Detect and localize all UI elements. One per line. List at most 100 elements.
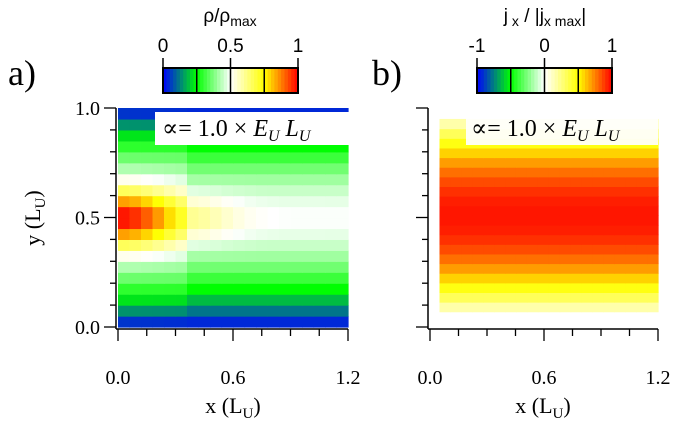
heatmap-b-cell	[450, 234, 462, 245]
heatmap-a-cell	[175, 184, 188, 197]
heatmap-b-cell	[636, 186, 648, 197]
heatmap-b-cell	[515, 292, 528, 303]
heatmap-b-cell	[614, 196, 626, 207]
colorbar-a-swatch	[237, 68, 242, 93]
heatmap-b-cell	[592, 244, 604, 255]
heatmap-b-cell	[625, 302, 637, 313]
colorbar-a-swatch	[274, 68, 279, 93]
heatmap-a-cell	[164, 316, 177, 328]
heatmap-b-cell	[505, 282, 517, 293]
colorbar-b-swatch	[581, 68, 586, 93]
heatmap-a-cell	[187, 305, 200, 317]
heatmap-b-cell	[494, 224, 506, 236]
heatmap-b-cell	[559, 157, 572, 168]
heatmap-b-cell	[625, 253, 637, 265]
x-tick-label-b: 1.2	[646, 367, 671, 389]
heatmap-a-cell	[256, 140, 269, 153]
heatmap-a-cell	[141, 283, 154, 295]
heatmap-b-cell	[461, 167, 473, 178]
heatmap-a-cell	[129, 217, 142, 230]
heatmap-a-cell	[164, 195, 177, 208]
heatmap-a-cell	[325, 206, 338, 219]
heatmap-b-cell	[461, 147, 473, 159]
heatmap-a-cell	[267, 272, 280, 284]
panel-b-label: b)	[372, 53, 402, 93]
heatmap-b-cell	[537, 302, 550, 313]
heatmap-a-cell	[313, 283, 326, 295]
heatmap-b-cell	[625, 292, 637, 303]
heatmap-a-cell	[221, 173, 234, 186]
heatmap-b-cell	[570, 244, 583, 255]
heatmap-a-cell	[221, 228, 234, 240]
heatmap-a-cell	[175, 283, 188, 295]
heatmap-b-cell	[537, 292, 550, 303]
heatmap-a-cell	[279, 228, 292, 240]
colorbar-a-swatch	[264, 68, 269, 93]
heatmap-b-cell	[505, 302, 517, 313]
colorbar-a-swatch	[223, 68, 228, 93]
heatmap-b-cell	[603, 244, 615, 255]
heatmap-a-cell	[221, 316, 234, 328]
heatmap-b-cell	[450, 282, 462, 293]
heatmap-b-cell	[450, 302, 462, 313]
heatmap-b-cell	[483, 234, 495, 245]
heatmap-a-cell	[244, 173, 257, 186]
heatmap-b-cell	[559, 196, 572, 207]
heatmap-b-cell	[614, 215, 626, 226]
heatmap-b-cell	[548, 282, 561, 293]
heatmap-b-cell	[647, 253, 659, 265]
heatmap-a-cell	[129, 162, 142, 175]
heatmap-b-cell	[450, 167, 462, 178]
heatmap-a-cell	[256, 272, 269, 284]
heatmap-a-cell	[210, 261, 223, 273]
heatmap-a-cell	[152, 239, 165, 251]
heatmap-b-cell	[636, 263, 648, 274]
heatmap-b-cell	[614, 282, 626, 293]
heatmap-a-cell	[244, 217, 257, 230]
heatmap-a-cell	[302, 261, 315, 273]
colorbar-a-swatch	[213, 68, 218, 93]
heatmap-b-cell	[494, 157, 506, 168]
heatmap-a-cell	[302, 151, 315, 164]
heatmap-b-cell	[614, 253, 626, 265]
heatmap-b-cell	[526, 196, 539, 207]
y-axis-label-a-var: y	[20, 235, 45, 246]
heatmap-b-cell	[494, 167, 506, 178]
heatmap-b-cell	[603, 167, 615, 178]
heatmap-b-cell	[439, 186, 452, 197]
heatmap-a-cell	[118, 272, 131, 284]
heatmap-b-cell	[461, 224, 473, 236]
heatmap-b-cell	[559, 234, 572, 245]
heatmap-a-cell	[244, 294, 257, 306]
heatmap-a-cell	[256, 228, 269, 240]
colorbar-b-swatch	[480, 68, 485, 93]
heatmap-a-cell	[175, 206, 188, 219]
heatmap-a-cell	[210, 162, 223, 175]
heatmap-a-cell	[325, 294, 338, 306]
heatmap-b-cell	[614, 157, 626, 168]
heatmap-b-cell	[636, 292, 648, 303]
heatmap-a-cell	[175, 151, 188, 164]
heatmap-b-cell	[570, 292, 583, 303]
heatmap-b-cell	[461, 292, 473, 303]
y-axis-label-a-sub: U	[33, 197, 49, 208]
heatmap-a-cell	[267, 162, 280, 175]
heatmap-b-cell	[515, 186, 528, 197]
colorbar-b-title-end: |	[581, 6, 586, 27]
heatmap-b-cell	[472, 253, 484, 265]
heatmap-b-cell	[548, 215, 561, 226]
heatmap-b-cell	[439, 167, 452, 178]
heatmap-b-cell	[526, 302, 539, 313]
heatmap-a-cell	[175, 305, 188, 317]
heatmap-a-cell	[336, 206, 349, 219]
heatmap-a-cell	[129, 283, 142, 295]
heatmap-a-cell	[187, 151, 200, 164]
heatmap-b-cell	[515, 215, 528, 226]
heatmap-a-cell	[336, 162, 349, 175]
heatmap-a-cell	[141, 239, 154, 251]
colorbar-a-swatch	[284, 68, 289, 93]
heatmap-a-cell	[129, 316, 142, 328]
heatmap-b-cell	[625, 244, 637, 255]
heatmap-b-cell	[450, 273, 462, 284]
